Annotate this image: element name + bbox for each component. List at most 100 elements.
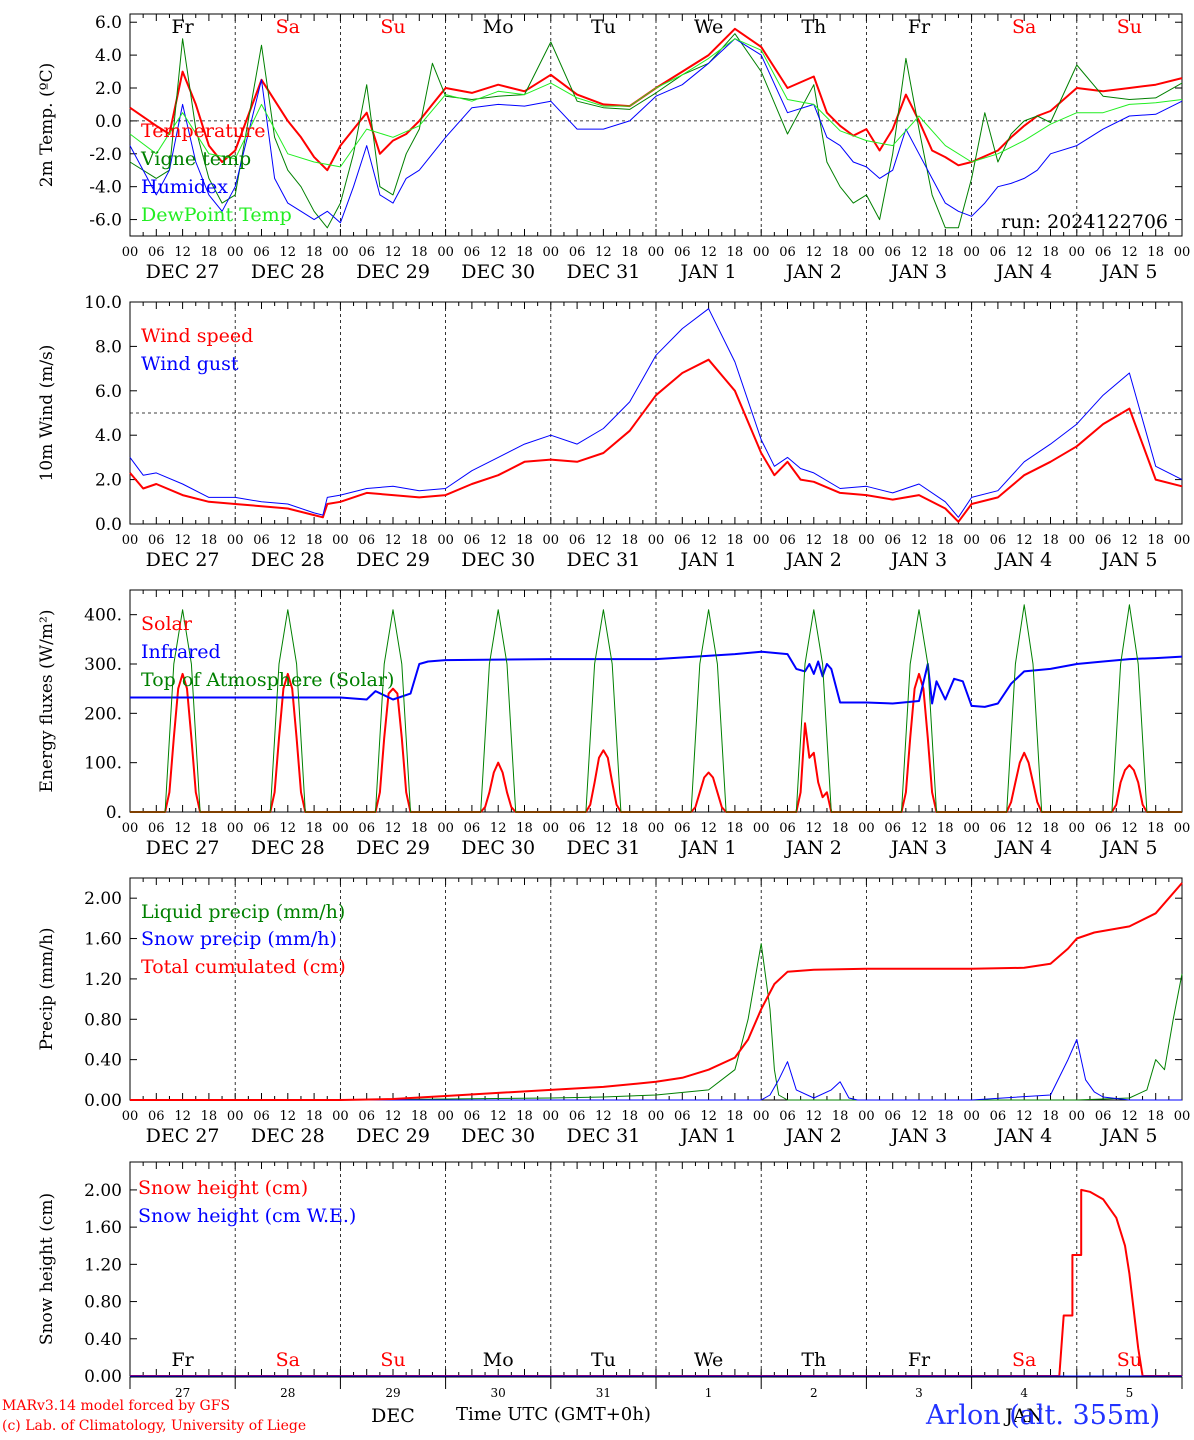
- hour-tick-label: 12: [806, 1109, 823, 1124]
- hour-tick-label: 06: [990, 1109, 1007, 1124]
- date-label: DEC 27: [146, 837, 220, 859]
- weekday-label: Fr: [171, 16, 194, 38]
- y-tick-label: 2.00: [84, 1181, 122, 1201]
- date-label: JAN 3: [889, 261, 947, 283]
- hour-tick-label: 00: [1069, 1109, 1086, 1124]
- date-label: JAN 3: [889, 549, 947, 571]
- hour-tick-label: 06: [253, 1109, 270, 1124]
- series-line: [129, 358, 1183, 523]
- y-tick-label: 6.0: [95, 13, 122, 33]
- date-label: DEC 29: [356, 549, 430, 571]
- hour-tick-label: 12: [385, 1109, 402, 1124]
- date-number: 29: [385, 1386, 400, 1400]
- hour-tick-label: 00: [1069, 245, 1086, 260]
- hour-tick-label: 12: [1016, 821, 1033, 836]
- hour-tick-label: 12: [174, 821, 191, 836]
- hour-tick-label: 12: [385, 245, 402, 260]
- hour-tick-label: 18: [411, 821, 428, 836]
- legend-entry: Vigne temp: [140, 148, 251, 170]
- hour-tick-label: 18: [1042, 1109, 1059, 1124]
- hour-tick-label: 00: [963, 245, 980, 260]
- hour-tick-label: 00: [648, 533, 665, 548]
- hour-tick-label: 12: [174, 1109, 191, 1124]
- hour-tick-label: 00: [648, 1109, 665, 1124]
- y-axis-title: Precip (mm/h): [37, 927, 57, 1050]
- y-tick-label: 400.: [84, 606, 122, 626]
- date-label: JAN 4: [994, 1125, 1052, 1147]
- credit-line-2: (c) Lab. of Climatology, University of L…: [2, 1418, 307, 1434]
- hour-tick-label: 06: [884, 1109, 901, 1124]
- hour-tick-label: 12: [1121, 245, 1138, 260]
- panel-precip: 0.00 0.40 0.80 1.20 1.60 2.00 Precip (mm/h) Liq…: [37, 877, 1191, 1147]
- date-label: JAN 5: [1099, 549, 1157, 571]
- weekday-label: Sa: [1012, 16, 1036, 38]
- hour-tick-label: 06: [990, 533, 1007, 548]
- date-label: JAN 1: [679, 1125, 737, 1147]
- y-tick-label: 0.00: [84, 1091, 122, 1111]
- y-axis-title: Energy fluxes (W/m²): [37, 610, 57, 793]
- panel-temp: -6.0 -4.0 -2.0 0.0 2.0 4.0 6.0 2m Temp. (ºC) Tem…: [37, 13, 1190, 283]
- hour-tick-label: 06: [990, 245, 1007, 260]
- weekday-label: Su: [1117, 1349, 1142, 1371]
- hour-tick-label: 18: [621, 1109, 638, 1124]
- y-tick-label: 0.0: [95, 515, 122, 535]
- series-line: [129, 33, 1183, 229]
- hour-tick-label: 06: [464, 821, 481, 836]
- weekday-label: Fr: [171, 1349, 194, 1371]
- hour-tick-label: 00: [122, 533, 139, 548]
- y-tick-label: 0.00: [84, 1367, 122, 1387]
- hour-tick-label: 18: [832, 245, 849, 260]
- hour-tick-label: 06: [253, 533, 270, 548]
- hour-tick-label: 00: [1174, 1109, 1191, 1124]
- weekday-label: Su: [380, 1349, 405, 1371]
- series-line: [130, 650, 1183, 708]
- hour-tick-label: 06: [674, 245, 691, 260]
- hour-tick-label: 18: [937, 821, 954, 836]
- date-label: JAN 2: [784, 261, 842, 283]
- hour-tick-label: 18: [832, 1109, 849, 1124]
- date-label: DEC 30: [461, 837, 535, 859]
- hour-tick-label: 00: [858, 533, 875, 548]
- hour-tick-label: 18: [1147, 1109, 1164, 1124]
- hour-tick-label: 00: [1174, 245, 1191, 260]
- y-tick-label: 1.20: [84, 970, 122, 990]
- hour-tick-label: 00: [332, 1109, 349, 1124]
- y-tick-label: 100.: [84, 754, 122, 774]
- hour-tick-label: 00: [753, 533, 770, 548]
- hour-tick-label: 06: [358, 821, 375, 836]
- hour-tick-label: 18: [201, 533, 218, 548]
- hour-tick-label: 00: [1069, 533, 1086, 548]
- legend-entry: Snow height (cm W.E.): [138, 1205, 356, 1227]
- hour-tick-label: 06: [148, 245, 165, 260]
- date-label: DEC 31: [566, 261, 640, 283]
- y-tick-label: 2.0: [95, 471, 122, 491]
- hour-tick-label: 18: [516, 533, 533, 548]
- weekday-label: Su: [380, 16, 405, 38]
- hour-tick-label: 06: [884, 245, 901, 260]
- date-label: DEC 27: [146, 261, 220, 283]
- hour-tick-label: 12: [1016, 245, 1033, 260]
- hour-tick-label: 00: [122, 821, 139, 836]
- series-line: [130, 943, 1183, 1101]
- hour-tick-label: 18: [516, 245, 533, 260]
- hour-tick-label: 06: [779, 821, 796, 836]
- series-line: [129, 308, 1183, 518]
- hour-tick-label: 00: [963, 821, 980, 836]
- hour-tick-label: 18: [727, 533, 744, 548]
- date-label: DEC 28: [251, 549, 325, 571]
- hour-tick-label: 00: [543, 533, 560, 548]
- legend-entry: Infrared: [141, 641, 221, 663]
- hour-tick-label: 00: [332, 533, 349, 548]
- hour-tick-label: 00: [648, 245, 665, 260]
- hour-tick-label: 12: [1121, 1109, 1138, 1124]
- legend-entry: Snow precip (mm/h): [141, 928, 337, 950]
- hour-tick-label: 00: [963, 533, 980, 548]
- hour-tick-label: 12: [385, 821, 402, 836]
- hour-tick-label: 06: [464, 245, 481, 260]
- hour-tick-label: 06: [674, 533, 691, 548]
- hour-tick-label: 12: [174, 245, 191, 260]
- hour-tick-label: 00: [332, 821, 349, 836]
- hour-tick-label: 18: [832, 533, 849, 548]
- hour-tick-label: 12: [490, 533, 507, 548]
- weekday-label: Tu: [591, 16, 616, 38]
